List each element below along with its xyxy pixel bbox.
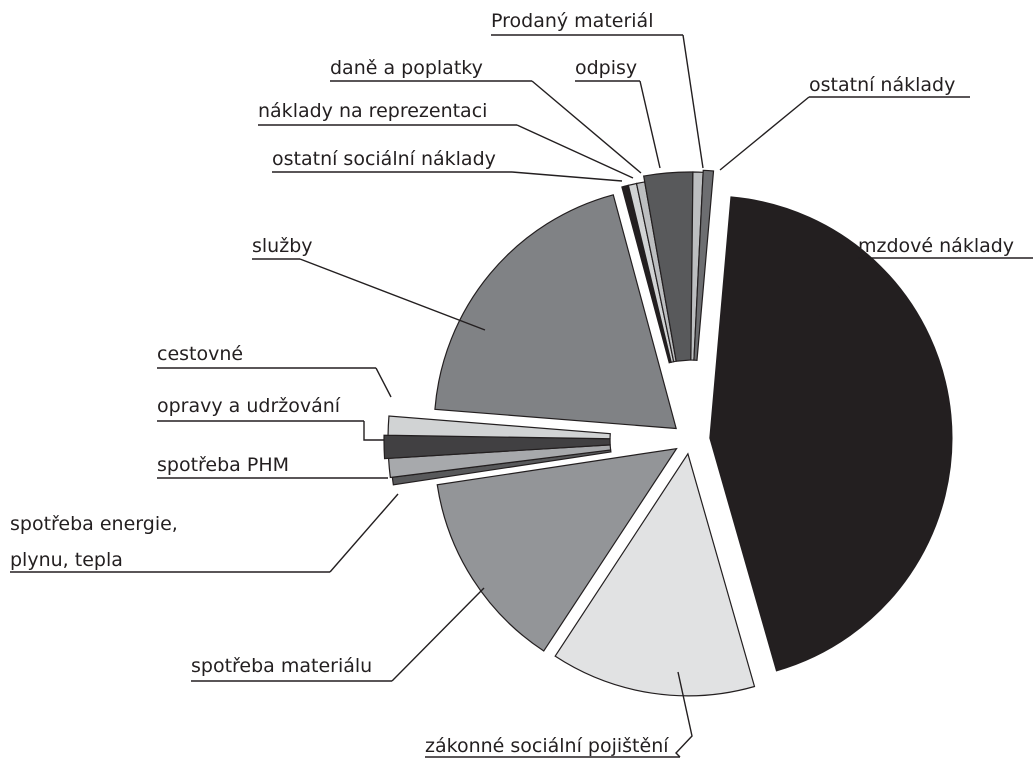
slice-label: odpisy	[575, 57, 637, 79]
slice-label: ostatní náklady	[809, 74, 955, 96]
slice-label: náklady na reprezentaci	[258, 100, 487, 122]
pie-labels: mzdové náklady zákonné sociální pojištění…	[10, 10, 1033, 758]
pie-slices	[383, 169, 953, 697]
pie-slice	[709, 196, 953, 672]
slice-label: daně a poplatky	[330, 57, 483, 79]
label-leader-line	[819, 257, 859, 317]
label-leader-line	[511, 171, 623, 182]
pie-slice	[693, 169, 715, 361]
label-leader-line	[329, 493, 399, 573]
slice-label: opravy a udržování	[157, 395, 341, 417]
label-leader-line	[531, 80, 642, 174]
pie-slice	[434, 194, 677, 430]
label-leader-line	[363, 421, 384, 441]
slice-label: mzdové náklady	[858, 235, 1014, 257]
pie-slice	[387, 415, 611, 440]
label-leader-line	[391, 587, 485, 682]
label-leader-line	[516, 124, 634, 179]
slice-label: služby	[252, 235, 313, 257]
label-leader-line	[719, 96, 810, 171]
slice-label: plynu, tepla	[10, 549, 123, 571]
slice-label: ostatní sociální náklady	[272, 148, 496, 170]
slice-label: spotřeba materiálu	[191, 655, 372, 677]
label-leader-line	[299, 258, 486, 331]
pie-slice	[554, 452, 756, 697]
slice-label: zákonné sociální pojištění	[425, 735, 669, 757]
label-leader-line	[375, 367, 392, 398]
slice-label: spotřeba energie,	[10, 513, 178, 535]
slice-label: spotřeba PHM	[157, 454, 289, 476]
label-leader-line	[682, 34, 704, 169]
label-leader-line	[639, 80, 661, 169]
pie-slice	[436, 447, 678, 652]
slice-label: cestovné	[157, 343, 243, 365]
label-leader-line	[675, 671, 693, 758]
slice-label: Prodaný materiál	[491, 10, 653, 32]
